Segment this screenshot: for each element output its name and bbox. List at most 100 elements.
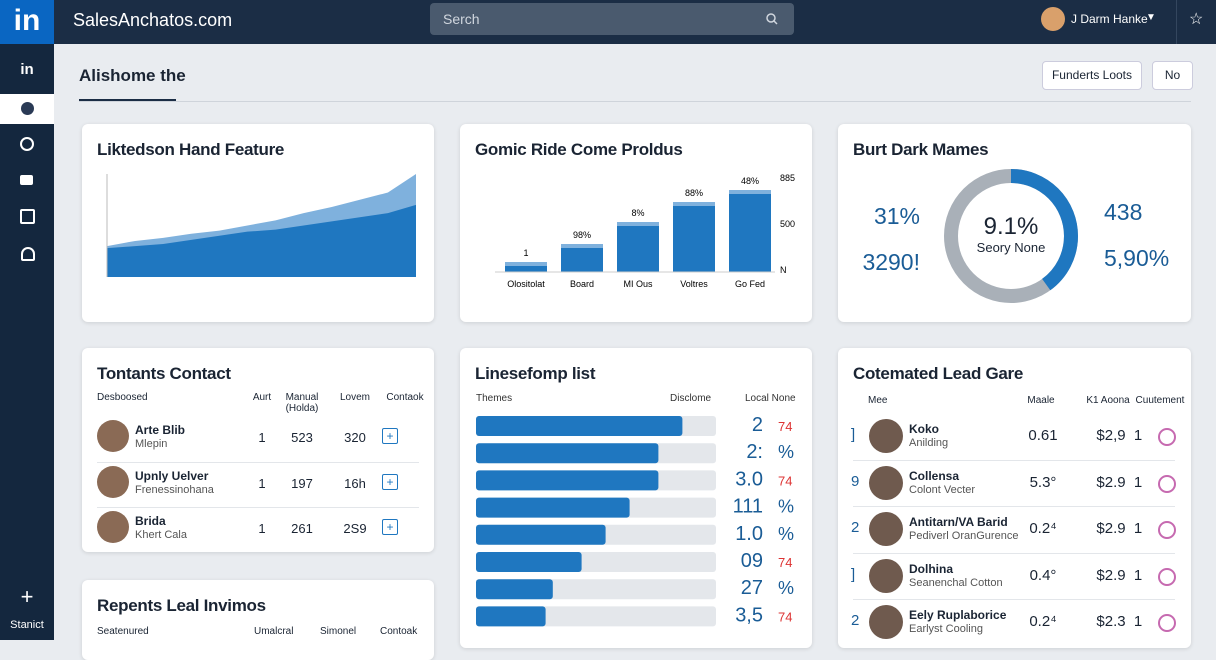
list-card: Linesefomp list Themes Disclome Local None… [460, 348, 812, 648]
cell: 5.3° [1029, 473, 1057, 491]
column-header: Desboosed [97, 392, 148, 403]
row-value: 1.0 [735, 523, 763, 545]
card-title: Cotemated Lead Gare [853, 364, 1024, 383]
divider [79, 101, 1191, 102]
cell: 197 [291, 475, 313, 491]
row-marker: ] [851, 426, 856, 443]
nav-home[interactable]: in [20, 61, 34, 78]
cell: $2.3 [1096, 613, 1126, 630]
row-unit: 74 [778, 473, 792, 488]
subtitle: Khert Cala [135, 529, 187, 541]
donut-center: 9.1% [984, 213, 1039, 240]
action-icon[interactable] [1158, 428, 1176, 446]
row-value: 3.0 [735, 468, 763, 490]
bar-label: 8% [631, 208, 644, 218]
user-name[interactable]: J Darm Hanke [1071, 12, 1148, 26]
bar-cap [617, 222, 659, 226]
action-icon[interactable] [1158, 614, 1176, 632]
avatar [869, 465, 903, 500]
avatar [97, 420, 129, 452]
stat-left: 31% [874, 203, 920, 229]
action-icon[interactable] [1158, 521, 1176, 539]
cell: 523 [291, 430, 313, 445]
bar-label: 1 [523, 248, 528, 258]
name: Arte Blib [135, 423, 186, 437]
column-header: Contaok [386, 392, 424, 403]
logo[interactable]: in [0, 0, 54, 44]
row-marker: 2 [851, 612, 860, 629]
nav-docs[interactable] [20, 175, 33, 185]
row-value: 2: [746, 441, 763, 463]
subtitle: Anilding [909, 437, 949, 449]
recent-card: Repents Leal Invimos Seatenured Umalcral Si… [82, 580, 434, 660]
card-title: Liktedson Hand Feature [97, 140, 285, 159]
add-button[interactable]: + [382, 473, 398, 490]
action-icon[interactable] [1158, 567, 1176, 586]
lead-card: Cotemated Lead Gare Mee Maale K1 Aoona Cuute… [838, 348, 1191, 648]
nav-search[interactable] [20, 137, 34, 151]
axis-label: N [780, 265, 787, 275]
cell: 1 [258, 521, 266, 536]
bar-cap [561, 244, 603, 248]
cell: $2,9 [1096, 427, 1126, 444]
search-icon [766, 13, 778, 25]
row-divider [853, 599, 1175, 600]
row-divider [853, 552, 1175, 554]
add-button[interactable]: + [382, 519, 398, 535]
bar [476, 443, 659, 464]
row-value: 27 [741, 577, 763, 599]
name: Eely Ruplaborice [909, 608, 1007, 622]
dropdown-caret[interactable]: ▼ [1146, 12, 1156, 23]
x-label: Olositolat [507, 279, 545, 289]
column-header: Manual (Holda) [285, 392, 319, 414]
star-icon[interactable]: ☆ [1189, 11, 1204, 28]
contacts-card: Tontants Contact Desboosed Aurt Manual (Hol… [82, 348, 434, 552]
name: Antitarn/VA Barid [909, 515, 1008, 529]
search-box[interactable]: Serch [430, 3, 794, 35]
cell: 1 [1133, 427, 1143, 444]
button[interactable]: No [1152, 61, 1193, 90]
nav-add[interactable]: + [20, 584, 34, 609]
donut-card: Burt Dark Mames 9.1% Seory None 31% 3290! 43… [838, 124, 1191, 322]
bar-label: 98% [573, 230, 591, 240]
row-marker: 9 [851, 472, 860, 490]
cell: 1 [1133, 566, 1143, 584]
bar-chart: 1 Olositolat 98% Board 8% MI Ous 88% Voltres 48%… [495, 173, 795, 289]
card-title: Tontants Contact [97, 364, 231, 383]
row-unit: 74 [778, 555, 792, 570]
cell: $2.9 [1096, 520, 1126, 537]
add-button[interactable]: + [382, 428, 398, 444]
subtitle: Seanenchal Cotton [909, 576, 1003, 589]
cell: 0.2⁴ [1029, 613, 1057, 630]
nav-label: Stanict [10, 619, 44, 631]
bar-list: Themes Disclome Local None 2 74 2: % 3.0 74 111 % 1… [476, 393, 796, 627]
x-label: Go Fed [735, 279, 765, 289]
bar [617, 222, 659, 272]
column-header: Maale [1027, 395, 1055, 406]
avatar [97, 511, 129, 543]
row-divider [853, 459, 1175, 461]
user-avatar[interactable] [1041, 7, 1065, 31]
button[interactable]: Funderts Loots [1042, 61, 1142, 90]
x-label: Board [570, 279, 594, 289]
cell: 16h [344, 475, 366, 491]
axis-label: 885 [780, 173, 795, 183]
subtitle: Pediverl OranGurence [909, 530, 1019, 542]
cell: 2S9 [343, 521, 367, 536]
nav-user[interactable] [21, 247, 35, 261]
action-icon[interactable] [1158, 474, 1176, 493]
card-title: Linesefomp list [475, 364, 596, 383]
nav-active[interactable] [0, 94, 54, 124]
cell: 0.4° [1029, 566, 1057, 584]
column-header: Aurt [252, 392, 272, 403]
nav-grid[interactable] [20, 209, 35, 224]
subtitle: Mlepin [135, 438, 168, 450]
avatar [869, 512, 903, 546]
divider [1176, 0, 1177, 44]
row-unit: % [778, 497, 794, 517]
row-value: 09 [741, 550, 763, 572]
name: Upnly Uelver [135, 468, 209, 483]
sidebar: in + Stanict [0, 44, 54, 640]
subtitle: Colont Vecter [909, 483, 976, 496]
